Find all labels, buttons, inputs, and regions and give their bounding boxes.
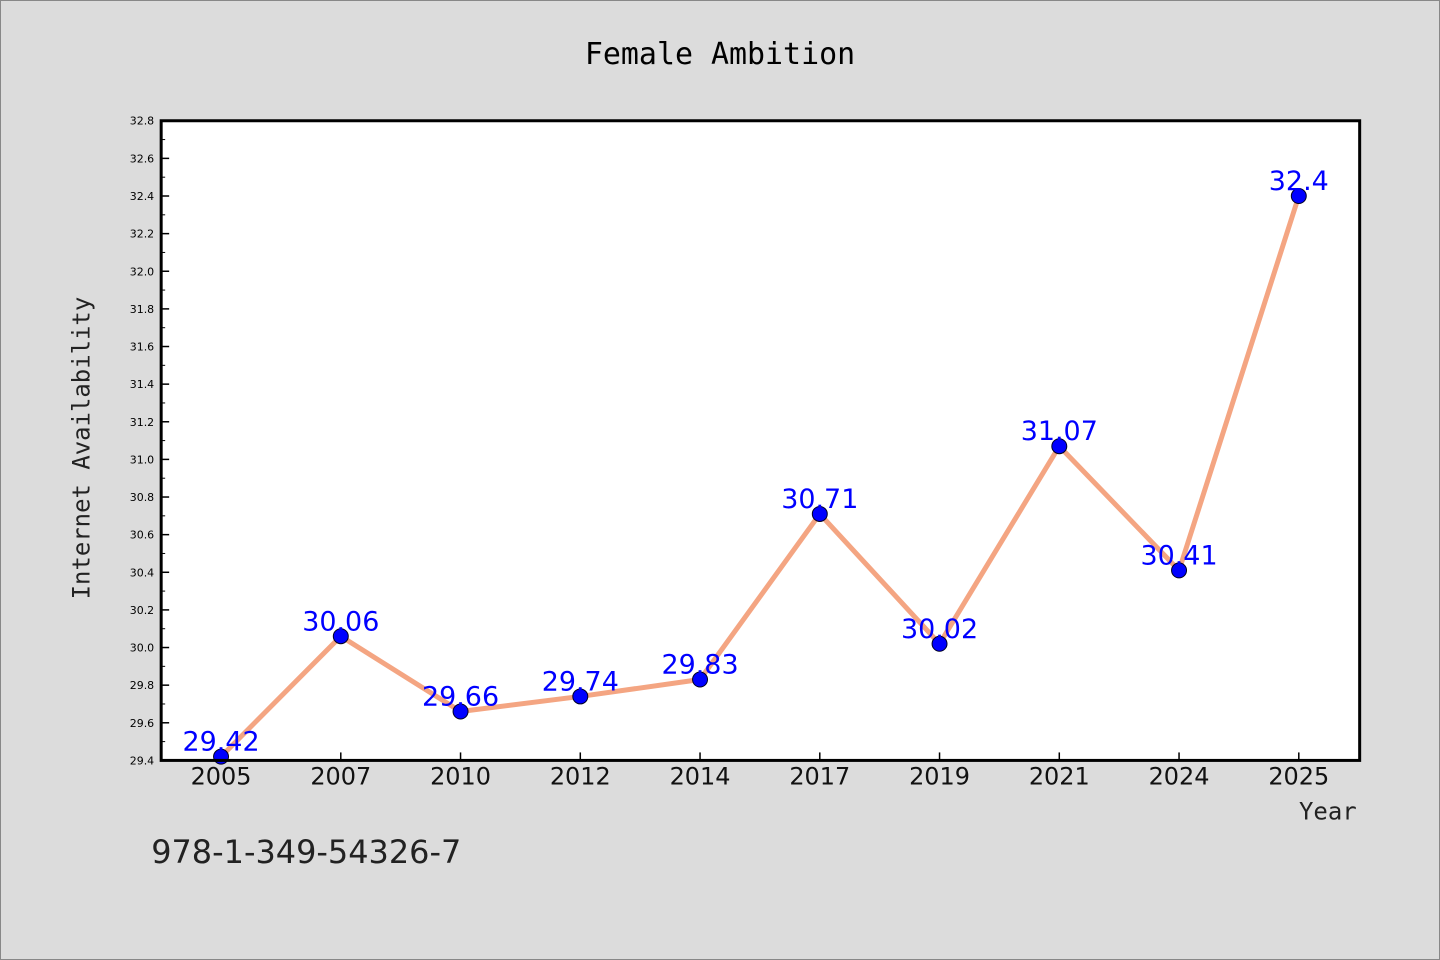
x-tick-label-4: 2014 [670, 762, 731, 790]
x-tick-label-2: 2010 [430, 762, 491, 790]
data-points [213, 188, 1307, 765]
data-point-9 [1290, 188, 1307, 204]
y-tick-label-7: 30.8 [130, 491, 154, 504]
y-tick-label-1: 29.6 [130, 717, 154, 730]
data-label-2: 29.66 [422, 682, 499, 713]
y-tick-label-8: 31.0 [130, 453, 154, 466]
isbn-text: 978-1-349-54326-7 [151, 833, 461, 871]
y-tick-label-6: 30.6 [130, 529, 154, 542]
y-tick-label-2: 29.8 [130, 679, 154, 692]
y-tick-label-12: 31.8 [130, 303, 154, 316]
x-axis: 2005 2007 2010 2012 2014 2017 2019 2021 2024 2025 [191, 752, 1329, 790]
x-tick-label-9: 2025 [1268, 762, 1329, 790]
data-point-2 [452, 703, 469, 720]
data-point-8 [1171, 562, 1188, 579]
x-tick-label-1: 2007 [310, 762, 371, 790]
x-axis-label: Year [1299, 797, 1357, 825]
y-tick-label-4: 30.2 [130, 604, 154, 617]
data-label-5: 30.71 [781, 484, 858, 515]
x-tick-label-8: 2024 [1149, 762, 1210, 790]
x-tick-label-3: 2012 [550, 762, 611, 790]
x-tick-label-7: 2021 [1029, 762, 1090, 790]
y-tick-label-15: 32.4 [130, 190, 154, 203]
y-axis: 29.4 29.6 29.8 30.0 30.2 30.4 30.6 30.8 31.0 31.2… [130, 115, 170, 767]
y-axis-label: Internet Availability [67, 297, 95, 600]
y-tick-label-10: 31.4 [130, 378, 154, 391]
y-tick-label-13: 32.0 [130, 265, 154, 278]
plot-frame [159, 119, 1362, 762]
y-tick-label-0: 29.4 [130, 754, 154, 767]
data-point-5 [811, 505, 828, 522]
y-tick-label-5: 30.4 [130, 566, 154, 579]
x-tick-label-6: 2019 [909, 762, 970, 790]
y-tick-label-16: 32.6 [130, 152, 154, 165]
data-point-4 [692, 671, 709, 688]
data-label-3: 29.74 [542, 666, 619, 697]
y-tick-label-9: 31.2 [130, 416, 154, 429]
data-label-8: 30.41 [1140, 540, 1217, 571]
data-point-6 [931, 635, 948, 652]
y-tick-label-17: 32.8 [130, 115, 154, 128]
x-tick-label-0: 2005 [191, 762, 252, 790]
data-point-3 [572, 688, 589, 705]
plot-area [161, 120, 1360, 761]
data-label-6: 30.02 [901, 614, 978, 645]
data-label-7: 31.07 [1021, 416, 1098, 447]
chart-title: Female Ambition [585, 37, 855, 72]
data-label-0: 29.42 [182, 727, 259, 758]
data-label-4: 29.83 [661, 650, 738, 681]
series-line [219, 195, 1302, 759]
data-point-1 [332, 628, 349, 645]
series-line-group [219, 195, 1302, 759]
data-label-1: 30.06 [302, 606, 379, 637]
y-tick-label-3: 30.0 [130, 642, 154, 655]
x-tick-label-5: 2017 [789, 762, 850, 790]
y-tick-label-11: 31.6 [130, 341, 154, 354]
y-tick-label-14: 32.2 [130, 228, 154, 241]
data-label-9: 32.4 [1269, 166, 1329, 197]
data-point-7 [1051, 438, 1068, 455]
data-labels: 29.42 30.06 29.66 29.74 29.83 30.71 30.02 31.07… [182, 166, 1328, 758]
